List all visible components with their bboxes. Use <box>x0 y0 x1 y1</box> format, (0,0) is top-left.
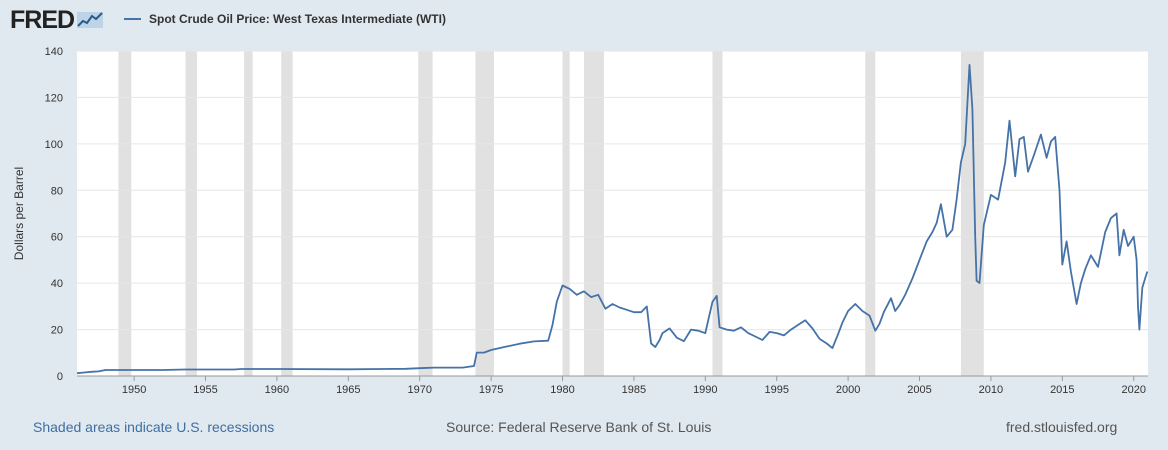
legend-series-label: Spot Crude Oil Price: West Texas Interme… <box>149 12 446 26</box>
recession-band <box>185 51 197 376</box>
chart-legend[interactable]: Spot Crude Oil Price: West Texas Interme… <box>124 12 446 26</box>
y-axis-title: Dollars per Barrel <box>12 167 26 260</box>
fred-logo-text: FRED <box>10 6 75 34</box>
y-tick-label: 40 <box>51 278 63 290</box>
x-tick-label: 1950 <box>122 384 146 396</box>
y-tick-label: 20 <box>51 325 63 337</box>
x-tick-label: 1975 <box>479 384 503 396</box>
recession-band <box>244 51 253 376</box>
x-tick-label: 1970 <box>407 384 431 396</box>
x-tick-label: 1995 <box>764 384 788 396</box>
source-text: Source: Federal Reserve Bank of St. Loui… <box>446 419 712 435</box>
x-tick-label: 1955 <box>193 384 217 396</box>
x-tick-label: 2005 <box>907 384 931 396</box>
x-tick-label: 1980 <box>550 384 574 396</box>
trend-line-icon <box>77 12 104 28</box>
x-tick-label: 2020 <box>1121 384 1145 396</box>
x-tick-label: 1960 <box>265 384 289 396</box>
y-tick-label: 0 <box>57 371 63 383</box>
recession-band <box>865 51 876 376</box>
series-line <box>76 64 1149 375</box>
x-tick-label: 1965 <box>336 384 360 396</box>
recession-note-link[interactable]: Shaded areas indicate U.S. recessions <box>33 419 275 435</box>
recession-band <box>583 51 604 376</box>
x-tick-label: 2010 <box>979 384 1003 396</box>
x-tick-label: 2015 <box>1050 384 1074 396</box>
y-tick-label: 140 <box>45 46 63 58</box>
recession-band <box>418 51 433 376</box>
recession-band <box>475 51 494 376</box>
x-tick-label: 1990 <box>693 384 717 396</box>
fred-logo[interactable]: FRED <box>10 6 104 34</box>
y-tick-label: 120 <box>45 92 63 104</box>
recession-band <box>712 51 723 376</box>
legend-swatch <box>124 18 141 20</box>
site-link[interactable]: fred.stlouisfed.org <box>1006 419 1118 435</box>
recession-band <box>281 51 293 376</box>
recession-band <box>562 51 570 376</box>
y-tick-label: 60 <box>51 232 63 244</box>
recession-band <box>118 51 132 376</box>
oil-price-chart: 0 20 40 60 80 100 120 140 1950 1955 1960 1965 1970 19… <box>12 46 1149 396</box>
y-tick-label: 80 <box>51 185 63 197</box>
x-tick-label: 1985 <box>622 384 646 396</box>
y-tick-label: 100 <box>45 139 63 151</box>
x-tick-label: 2000 <box>836 384 860 396</box>
